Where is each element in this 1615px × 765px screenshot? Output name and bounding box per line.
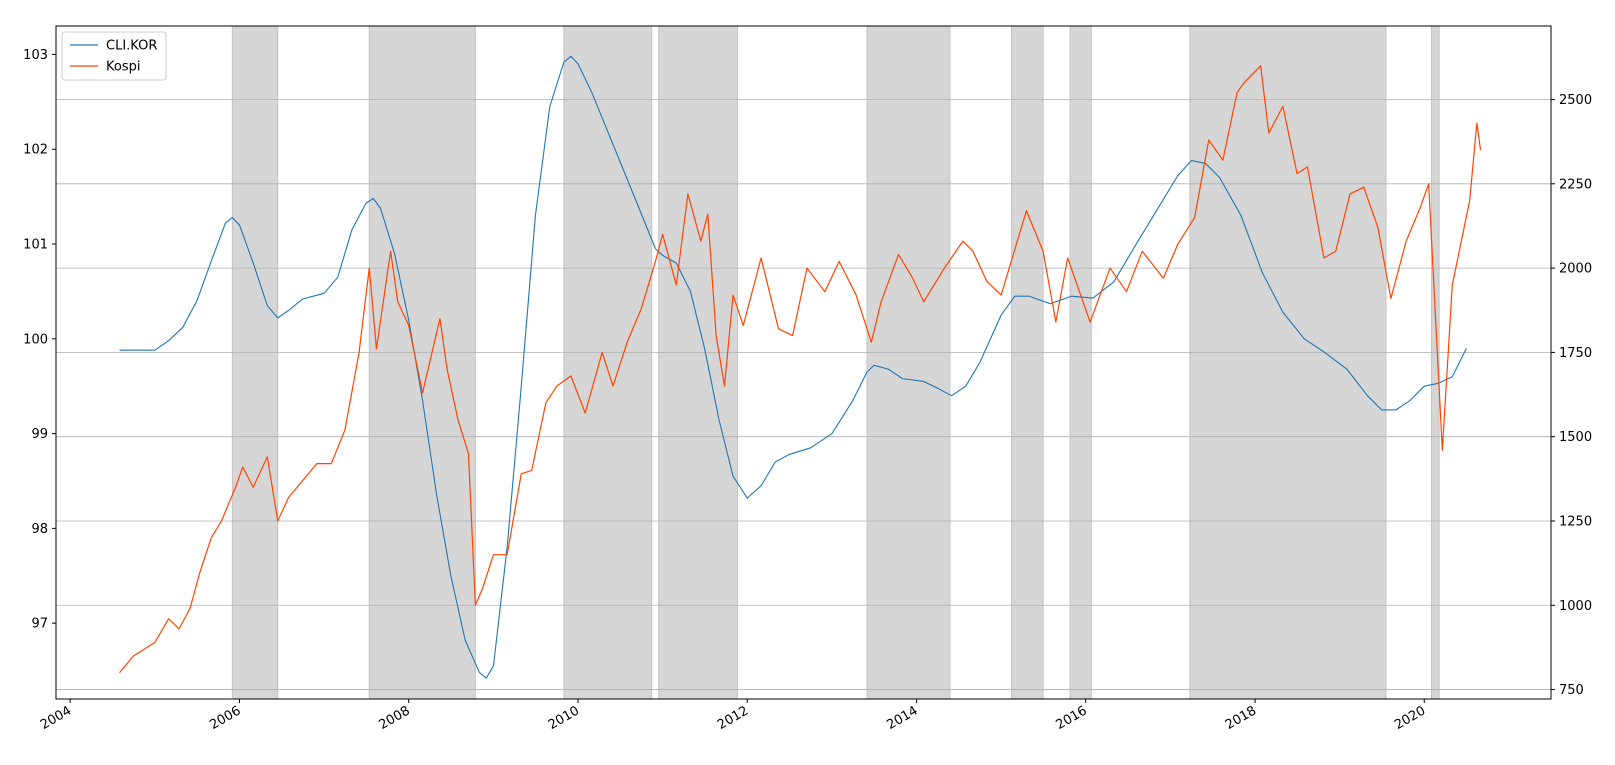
left-tick-label-97: 97 xyxy=(31,617,48,632)
shaded-period-7 xyxy=(1069,25,1092,700)
right-tick-label-2250: 2250 xyxy=(1559,177,1592,192)
left-tick-label-100: 100 xyxy=(23,332,48,347)
right-tick-label-750: 750 xyxy=(1559,683,1584,698)
legend-label-kospi: Kospi xyxy=(106,60,140,75)
shaded-period-5 xyxy=(866,25,951,700)
left-tick-label-103: 103 xyxy=(23,48,48,63)
shaded-period-3 xyxy=(563,25,653,700)
shaded-period-8 xyxy=(1189,25,1387,700)
horizontal-gridlines xyxy=(56,99,1551,690)
left-tick-label-98: 98 xyxy=(31,522,48,537)
series-line-cli-kor xyxy=(119,55,1467,679)
plot-frame xyxy=(55,25,1552,700)
right-tick-label-1500: 1500 xyxy=(1559,430,1592,445)
legend-box xyxy=(61,31,167,81)
legend: CLI.KOR Kospi xyxy=(61,31,167,81)
right-tick-label-1250: 1250 xyxy=(1559,514,1592,529)
left-tick-label-102: 102 xyxy=(23,143,48,158)
data-series xyxy=(119,55,1482,679)
series-line-kospi xyxy=(119,65,1482,674)
shaded-period-4 xyxy=(658,25,738,700)
left-tick-label-101: 101 xyxy=(23,238,48,253)
shaded-period-1 xyxy=(231,25,279,700)
legend-label-cli-kor: CLI.KOR xyxy=(106,39,157,54)
shaded-period-6 xyxy=(1011,25,1044,700)
shaded-periods xyxy=(231,25,1440,700)
right-tick-label-1000: 1000 xyxy=(1559,599,1592,614)
left-tick-label-99: 99 xyxy=(31,427,48,442)
right-tick-label-2000: 2000 xyxy=(1559,262,1592,277)
shaded-period-2 xyxy=(368,25,476,700)
right-tick-label-1750: 1750 xyxy=(1559,346,1592,361)
right-tick-label-2500: 2500 xyxy=(1559,93,1592,108)
